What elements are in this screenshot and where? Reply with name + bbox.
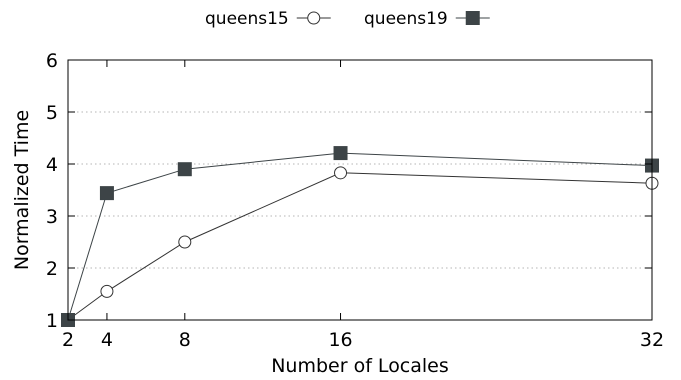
plot-frame xyxy=(67,59,653,321)
series-line-queens19 xyxy=(67,152,653,321)
y-tick-label: 6 xyxy=(46,50,58,72)
legend-label-queens15: queens15 xyxy=(205,9,289,29)
x-tick-label: 4 xyxy=(101,329,113,351)
y-axis-label: Normalized Time xyxy=(11,110,33,270)
legend-marker xyxy=(307,11,321,25)
series-line-queens15 xyxy=(67,172,653,321)
x-tick-label: 16 xyxy=(328,329,352,351)
y-tick-label: 4 xyxy=(46,154,58,176)
legend-label-queens19: queens19 xyxy=(364,9,448,29)
data-point-queens15 xyxy=(334,166,348,180)
series-queens15 xyxy=(61,166,659,327)
y-tick-label: 2 xyxy=(46,258,58,280)
x-axis-ticks: 2 4 8 16 32 xyxy=(62,60,664,351)
legend-marker xyxy=(465,11,480,25)
legend-sample-queens19 xyxy=(455,11,490,25)
data-point-queens15 xyxy=(178,235,192,249)
x-axis-label: Number of Locales xyxy=(271,355,449,377)
data-point-queens15 xyxy=(100,284,114,298)
data-point-queens19 xyxy=(177,162,192,177)
data-point-queens19 xyxy=(333,146,348,161)
x-tick-label: 8 xyxy=(179,329,191,351)
y-tick-label: 1 xyxy=(46,310,58,332)
series-layer xyxy=(61,146,659,327)
y-tick-label: 5 xyxy=(46,102,58,124)
grid-lines xyxy=(68,111,652,269)
x-tick-label: 32 xyxy=(640,329,664,351)
y-axis-ticks: 1 2 3 4 5 6 xyxy=(46,50,652,332)
y-tick-label: 3 xyxy=(46,206,58,228)
legend: queens15 queens19 xyxy=(205,9,490,29)
x-tick-label: 2 xyxy=(62,329,74,351)
legend-sample-queens15 xyxy=(296,11,331,25)
data-point-queens19 xyxy=(99,186,114,201)
